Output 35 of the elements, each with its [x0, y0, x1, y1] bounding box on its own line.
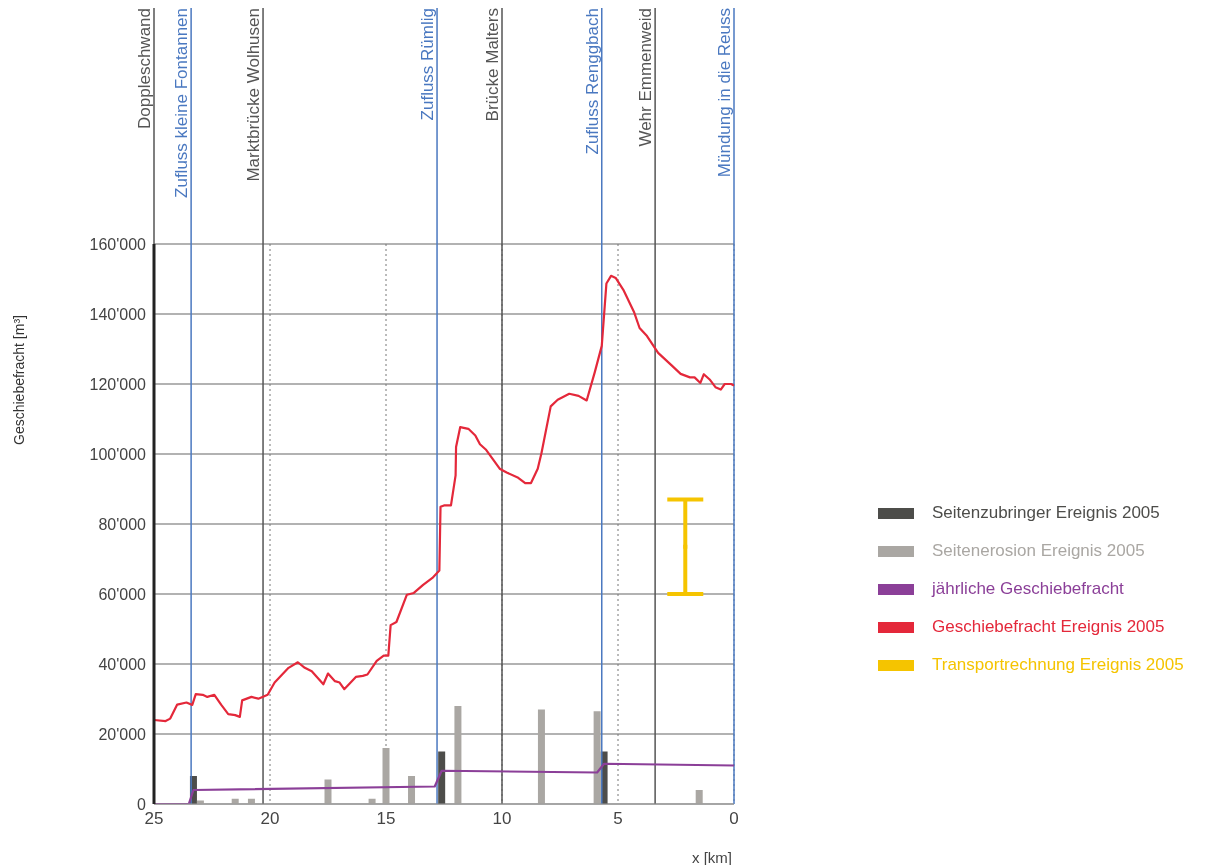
- legend-label: Transportrechnung Ereignis 2005: [932, 655, 1184, 675]
- x-tick-label: 20: [260, 809, 280, 829]
- ref-line-label: Brücke Malters: [483, 8, 502, 122]
- ref-line-label: Zufluss Rümlig: [418, 8, 438, 121]
- y-tick-label: 120'000: [89, 375, 147, 393]
- legend-label: Geschiebefracht Ereignis 2005: [932, 617, 1165, 637]
- y-tick-label: 100'000: [89, 445, 147, 463]
- y-axis-title: Geschiebefracht [m³]: [11, 315, 27, 445]
- legend-label: Seitenzubringer Ereignis 2005: [932, 503, 1160, 523]
- bar: [537, 709, 545, 804]
- ref-line-label: Marktbrücke Wolhusen: [244, 8, 264, 182]
- x-tick-label: 0: [729, 809, 739, 829]
- ref-line-label: Zufluss Renggbach: [582, 8, 602, 155]
- bar: [438, 751, 446, 804]
- bar: [454, 706, 462, 804]
- y-tick-label: 20'000: [98, 725, 147, 743]
- x-tick-label: 10: [492, 809, 512, 829]
- legend-label: jährliche Geschiebefracht: [932, 579, 1124, 599]
- x-tick-label: 5: [613, 809, 623, 829]
- legend-label: Seitenerosion Ereignis 2005: [932, 541, 1145, 561]
- bar: [695, 790, 703, 804]
- ref-line-label: Wehr Emmenweid: [636, 8, 656, 147]
- x-tick-label: 25: [144, 809, 164, 829]
- ref-line-label: Zufluss kleine Fontannen: [172, 8, 192, 198]
- y-tick-label: 40'000: [98, 655, 147, 673]
- ref-line-label: Mündung in die Reuss: [715, 8, 734, 178]
- y-tick-label: 140'000: [89, 305, 147, 323]
- bar: [593, 711, 601, 804]
- y-tick-label: 0: [137, 795, 147, 813]
- x-tick-label: 15: [376, 809, 396, 829]
- y-tick-label: 60'000: [98, 585, 147, 603]
- bar: [382, 748, 390, 804]
- y-tick-label: 80'000: [98, 515, 147, 533]
- ref-line-label: Doppleschwand: [135, 8, 154, 129]
- y-tick-label: 160'000: [89, 235, 147, 253]
